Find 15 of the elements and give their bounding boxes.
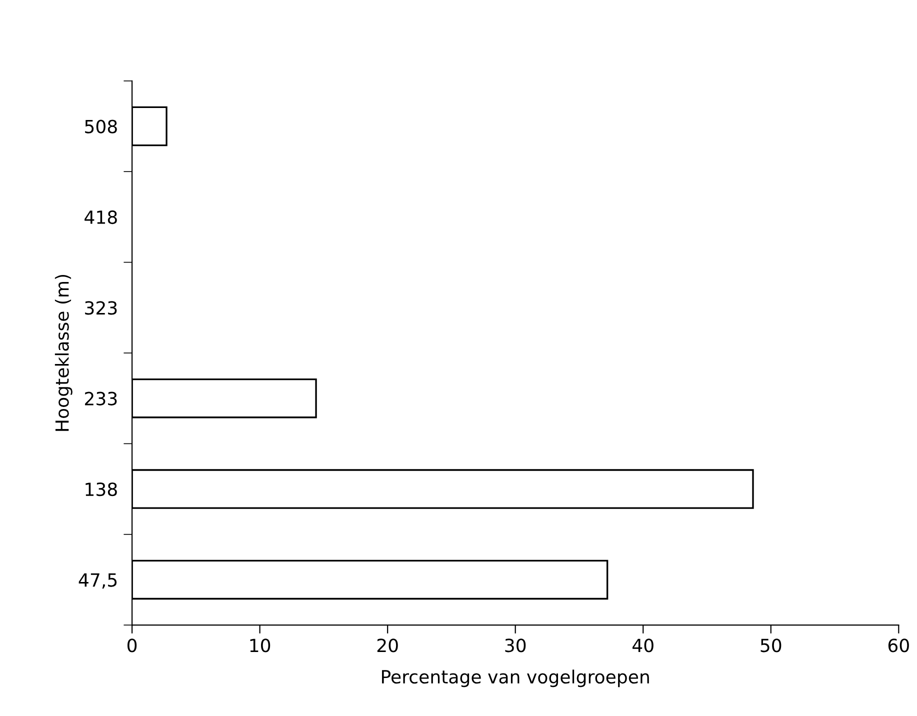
x-tick-label: 20	[377, 638, 398, 652]
y-tick-label: 47,5	[78, 573, 117, 589]
x-tick-label: 50	[760, 638, 782, 652]
y-tick-label: 233	[85, 392, 117, 406]
x-tick-label: 0	[127, 638, 137, 652]
y-tick-label: 138	[86, 482, 117, 496]
y-axis-title: Hoogteklasse (m)	[54, 274, 72, 431]
x-tick-label: 40	[632, 638, 654, 652]
x-tick-label: 10	[250, 638, 270, 652]
x-tick-label: 30	[505, 638, 526, 652]
y-tick-label: 323	[85, 301, 117, 315]
x-tick-label: 60	[888, 638, 909, 652]
y-tick-label: 418	[84, 210, 117, 224]
y-tick-label: 508	[85, 120, 117, 134]
x-axis-title: Percentage van vogelgroepen	[382, 670, 649, 688]
